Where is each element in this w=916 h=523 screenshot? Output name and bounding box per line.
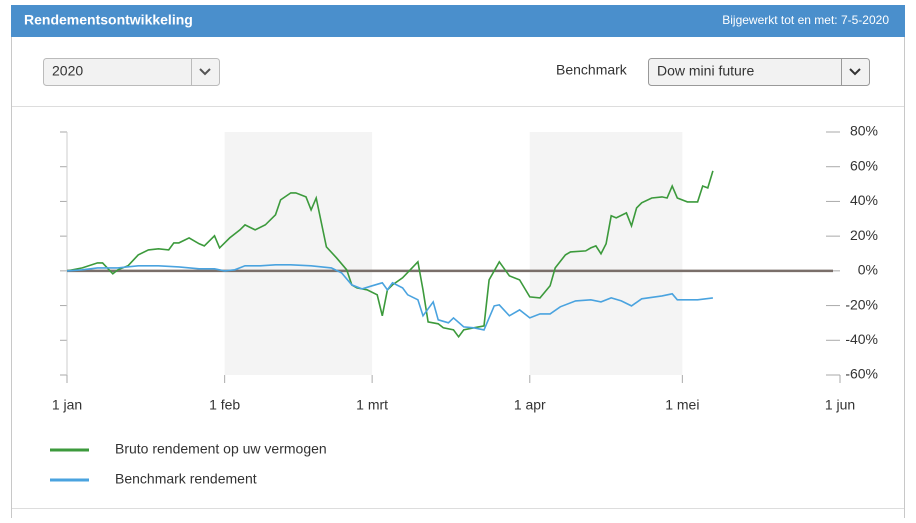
y-tick-label: -60% [845,366,878,382]
series-line [66,170,714,339]
benchmark-value[interactable]: Dow mini future [657,63,754,79]
select-box[interactable] [648,58,870,86]
x-tick-label: 1 feb [209,397,240,413]
x-tick-label: 1 jan [52,397,82,413]
benchmark-label: Benchmark [556,62,628,78]
year-value[interactable]: 2020 [52,63,83,79]
header-updated: Bijgewerkt tot en met: 7-5-2020 [722,13,889,27]
header-bar [11,5,905,37]
x-tick-label: 1 apr [514,397,546,413]
y-tick-label: 40% [850,192,878,208]
month-band [224,132,373,375]
chevron [199,68,211,76]
plot: -60% -40% -20% 0% 20% 40% 60% 80% 1 jan 1 feb 1 mr… [52,123,878,413]
panel [11,5,905,523]
select-box[interactable] [43,58,220,86]
x-tick-label: 1 mrt [356,397,388,413]
y-tick-label: 60% [850,157,878,173]
y-tick-label: 80% [850,123,878,139]
y-tick-label: -20% [845,296,878,312]
month-band [529,132,683,375]
x-tick-label: 1 mei [665,397,699,413]
y-tick-label: -40% [845,331,878,347]
benchmark-select[interactable]: Dow mini future [648,58,870,86]
y-tick-label: 0% [858,262,878,278]
legend-label: Bruto rendement op uw vermogen [115,441,327,457]
legend-label: Benchmark rendement [115,471,257,487]
y-tick-label: 20% [850,227,878,243]
year-select[interactable]: 2020 [43,58,220,86]
header-title: Rendementsontwikkeling [24,12,193,28]
chevron [849,68,861,76]
x-tick-label: 1 jun [825,397,855,413]
series-line [66,264,713,331]
